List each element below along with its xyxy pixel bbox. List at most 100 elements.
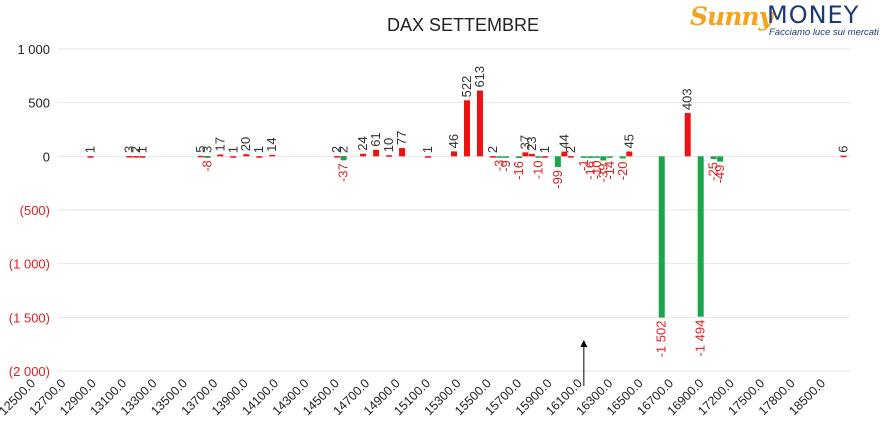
data-label: -8 xyxy=(199,160,214,172)
data-label: 37 xyxy=(517,135,532,149)
bar xyxy=(561,151,568,157)
bar xyxy=(87,156,94,158)
data-label: 522 xyxy=(459,76,474,98)
bar xyxy=(619,156,626,159)
logo-sunny: Sunny xyxy=(690,2,773,31)
bar xyxy=(710,156,717,160)
bar xyxy=(132,156,139,158)
bar xyxy=(256,156,263,158)
logo-tagline: Facciamo luce sui mercati xyxy=(769,27,879,38)
bar xyxy=(360,153,367,157)
y-axis-tick-labels: 1 000 500 0 (500) (1 000) (1 500) (2 000) xyxy=(9,42,50,379)
data-label: 2 xyxy=(485,146,500,153)
data-label: 2 xyxy=(563,146,578,153)
bar xyxy=(600,156,607,161)
data-label: -10 xyxy=(589,160,604,179)
data-label: 3 xyxy=(199,146,214,153)
bar xyxy=(587,156,594,159)
data-label: 613 xyxy=(472,66,487,88)
bar xyxy=(476,90,483,157)
data-label: -1 494 xyxy=(693,320,708,357)
bar xyxy=(204,156,211,158)
data-label: -9 xyxy=(498,160,513,172)
chart-title: DAX SETTEMBRE xyxy=(387,15,539,35)
data-label: -20 xyxy=(615,161,630,180)
bar xyxy=(593,156,600,158)
data-label: 14 xyxy=(264,137,279,151)
data-label: 1 xyxy=(251,146,266,153)
bar xyxy=(340,156,347,161)
data-label: 6 xyxy=(836,145,851,152)
bar xyxy=(269,154,276,157)
bar xyxy=(399,148,406,157)
bar xyxy=(528,153,535,157)
bar xyxy=(217,154,224,157)
bars xyxy=(87,90,847,318)
bar xyxy=(697,156,704,317)
bar xyxy=(139,156,146,158)
bar xyxy=(230,156,237,158)
price-marker xyxy=(580,340,588,386)
data-label: 5 xyxy=(193,146,208,153)
data-label: -49 xyxy=(712,165,727,184)
data-label: 2 xyxy=(128,146,143,153)
logo-money: MONEY xyxy=(767,1,860,29)
y-tick-label: (1 000) xyxy=(9,257,50,272)
bar xyxy=(684,113,691,157)
bar xyxy=(606,156,613,158)
data-label: 44 xyxy=(556,134,571,148)
bar xyxy=(373,149,380,157)
data-label: -25 xyxy=(706,162,721,181)
data-label: 77 xyxy=(394,131,409,145)
x-axis-tick-labels: 12500.012700.012900.013100.013300.013500… xyxy=(0,376,828,418)
y-tick-label: (2 000) xyxy=(9,364,50,379)
data-label: 1 xyxy=(420,146,435,153)
y-tick-label: (500) xyxy=(20,203,50,218)
data-label: -1 502 xyxy=(654,321,669,358)
data-label: 17 xyxy=(212,137,227,151)
bar xyxy=(658,156,665,318)
bar xyxy=(840,155,847,158)
data-label: 61 xyxy=(368,132,383,146)
data-label: 2 xyxy=(329,146,344,153)
data-label: 20 xyxy=(238,137,253,151)
y-tick-label: 500 xyxy=(28,96,50,111)
data-label: -37 xyxy=(336,163,351,182)
bar xyxy=(425,156,432,158)
bar xyxy=(197,155,204,158)
arrow-up-icon xyxy=(580,340,588,347)
data-label: 46 xyxy=(446,134,461,148)
data-label: -16 xyxy=(582,161,597,180)
y-tick-label: 1 000 xyxy=(17,42,50,57)
bar xyxy=(334,156,341,158)
data-label: 23 xyxy=(524,136,539,150)
y-tick-label: (1 500) xyxy=(9,310,50,325)
bar xyxy=(463,100,470,157)
data-label: 3 xyxy=(121,146,136,153)
data-label: -39 xyxy=(595,164,610,183)
data-label: -99 xyxy=(550,170,565,189)
y-tick-label: 0 xyxy=(43,149,50,164)
data-label: -16 xyxy=(511,161,526,180)
bar xyxy=(522,152,529,157)
bar xyxy=(554,156,561,167)
data-label: -1 xyxy=(576,159,591,171)
bar xyxy=(717,156,724,162)
bar xyxy=(386,155,393,157)
bar xyxy=(541,156,548,158)
bar xyxy=(567,156,574,158)
data-label: 10 xyxy=(381,138,396,152)
bar xyxy=(515,156,522,159)
data-label: 403 xyxy=(680,88,695,110)
sunny-money-logo: Sunny MONEY Facciamo luce sui mercati xyxy=(680,1,880,38)
data-label: 1 xyxy=(82,146,97,153)
data-label: 24 xyxy=(355,136,370,150)
bar xyxy=(451,151,457,157)
bar xyxy=(496,156,503,158)
data-label: -10 xyxy=(530,160,545,179)
data-label: 2 xyxy=(336,146,351,153)
bar xyxy=(535,156,542,158)
bar xyxy=(126,156,133,158)
